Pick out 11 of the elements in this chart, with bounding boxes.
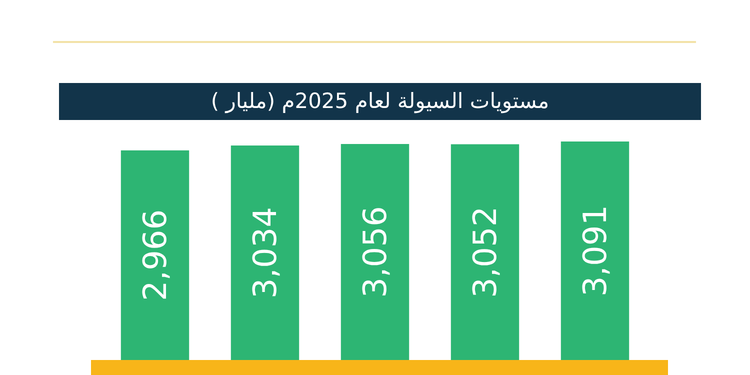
data-label: 3,091 xyxy=(576,204,614,297)
bar xyxy=(450,144,520,360)
data-label: 2,966 xyxy=(136,209,174,301)
data-label: 3,034 xyxy=(246,206,284,299)
data-label: 3,056 xyxy=(356,206,394,298)
bar xyxy=(230,146,300,360)
bar xyxy=(120,150,190,360)
bar xyxy=(340,144,410,360)
chart-title: مستويات السيولة لعام 2025م (مليار ) xyxy=(59,83,701,120)
bar xyxy=(560,142,630,360)
data-label: 3,052 xyxy=(466,206,504,298)
